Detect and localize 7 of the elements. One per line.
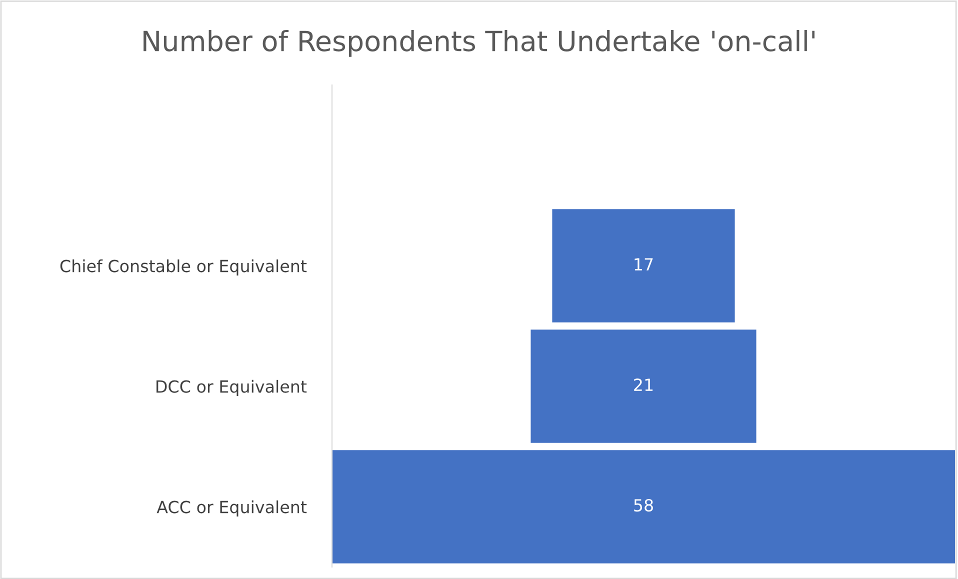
category-label: DCC or Equivalent xyxy=(156,380,307,396)
data-label: 21 xyxy=(634,378,653,391)
data-label: 17 xyxy=(634,258,653,270)
category-label: ACC or Equivalent xyxy=(156,500,307,517)
text: Number of Respondents That Undertake 'on-call' xyxy=(144,30,815,57)
category-label: Chief Constable or Equivalent xyxy=(60,259,307,276)
data-label: 58 xyxy=(634,498,653,512)
